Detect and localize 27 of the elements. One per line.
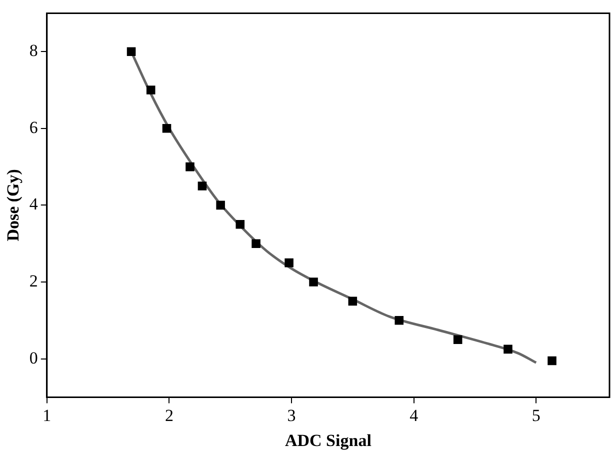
y-tick-label: 4 [29,194,38,214]
point [252,239,260,248]
x-tick-label: 1 [42,406,52,425]
point [394,316,404,325]
point [216,200,225,210]
y-tick-label: 6 [29,118,38,137]
point [453,335,462,344]
y-axis-title: Dose (Gy) [4,169,23,242]
x-tick-label: 2 [164,406,174,425]
point [146,86,156,94]
x-tick-label: 5 [532,406,540,425]
point [504,344,512,354]
point [162,124,172,133]
point [126,47,136,56]
x-axis-title: ADC Signal [284,431,372,450]
x-tick-label: 4 [410,406,419,425]
point [186,162,194,172]
point [284,258,294,268]
point [309,278,318,286]
y-tick-label: 8 [29,41,38,60]
point [548,356,556,366]
x-tick-label: 3 [287,406,296,425]
point [348,296,358,306]
point [236,220,245,229]
y-tick-label: 0 [29,348,38,368]
y-tick-label: 2 [29,271,38,290]
point [198,182,207,190]
